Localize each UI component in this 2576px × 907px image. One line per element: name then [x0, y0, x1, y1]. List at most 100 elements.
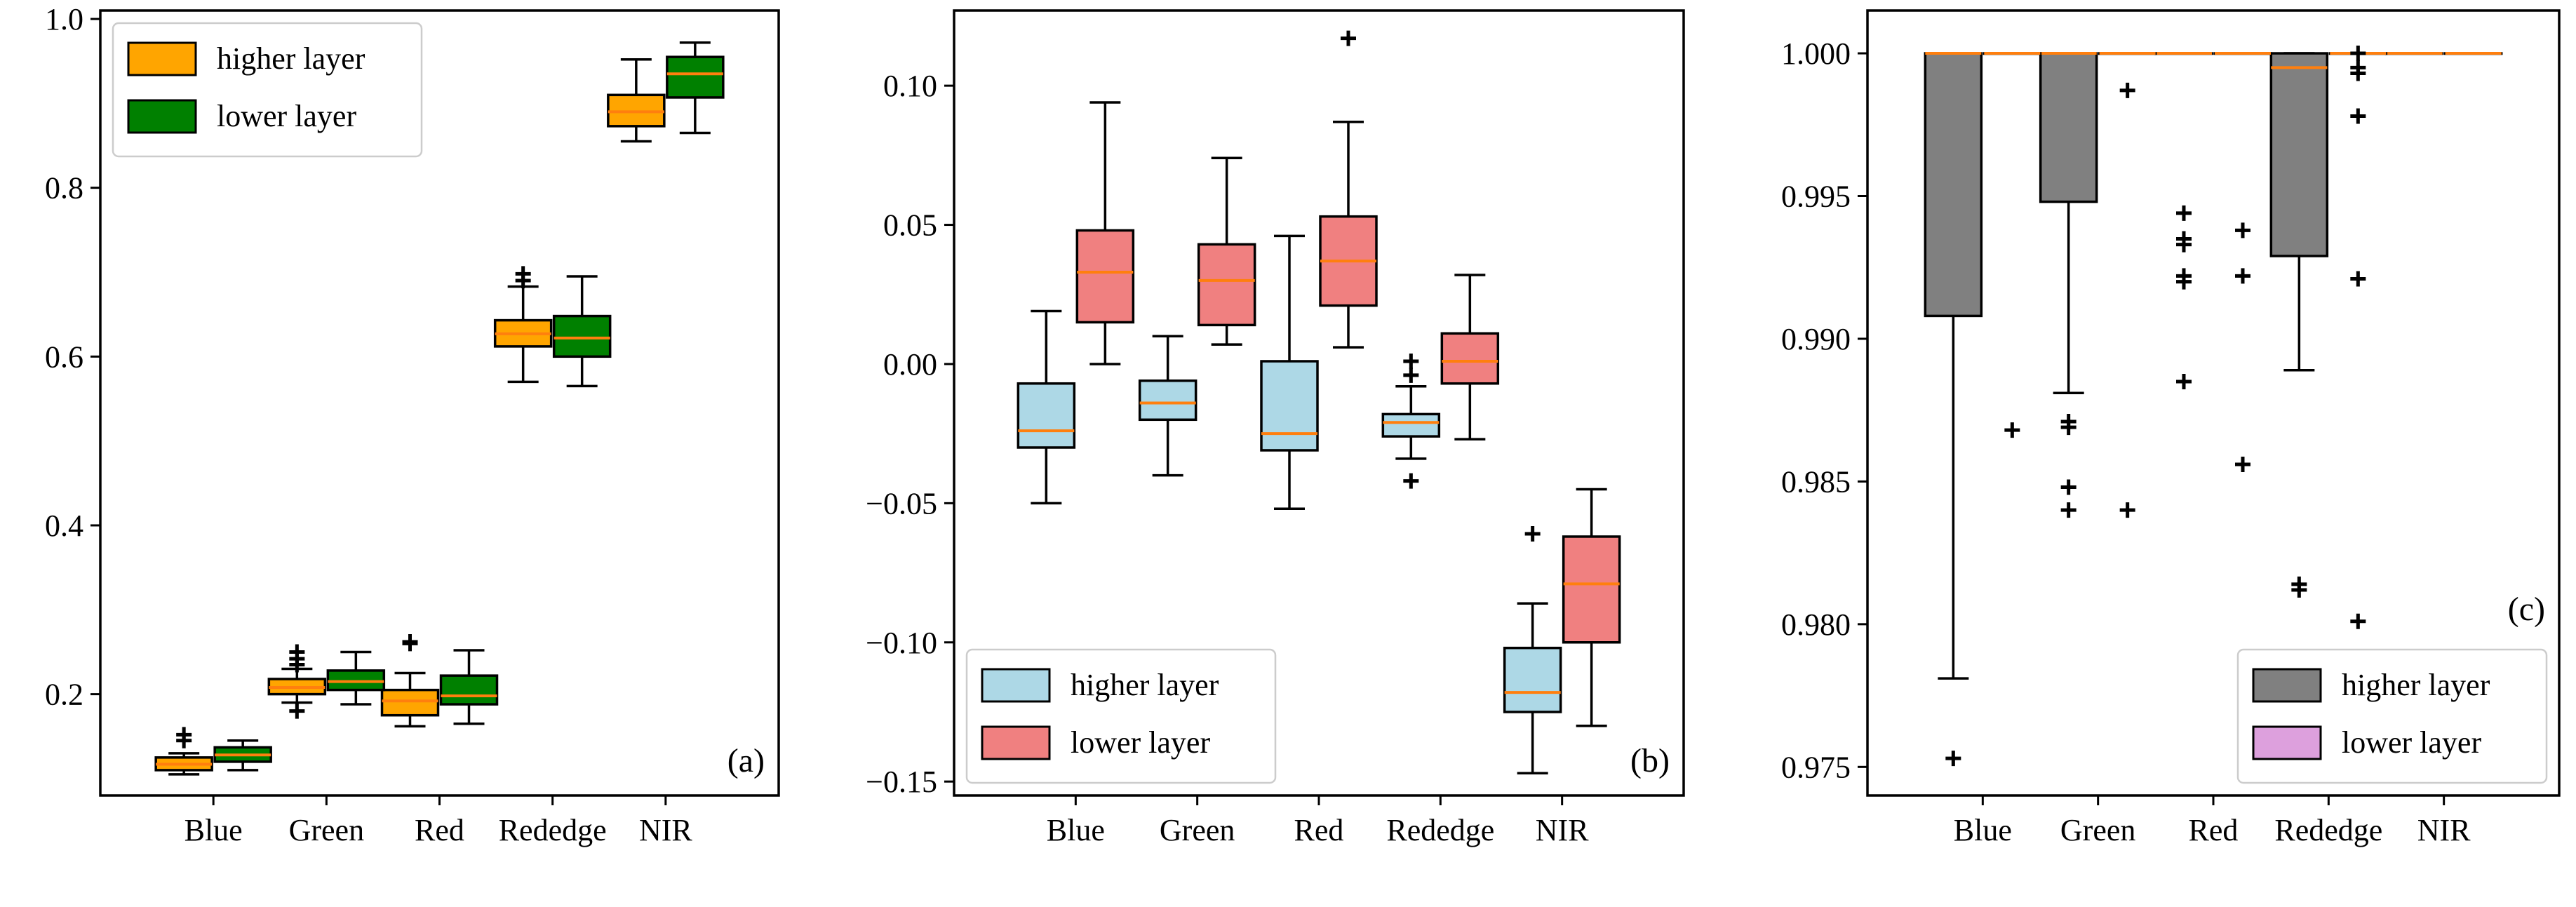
panel-label: (c)	[2508, 591, 2545, 628]
flier	[1403, 473, 1419, 489]
flier	[289, 703, 305, 719]
box-blue-lower	[1075, 101, 1135, 365]
box-rededge-lower	[552, 275, 612, 388]
box-rededge-lower	[2328, 46, 2388, 629]
y-tick-label: 0.6	[45, 340, 83, 374]
flier	[1403, 367, 1419, 383]
box-body	[1197, 243, 1256, 327]
box-body	[1260, 360, 1319, 452]
box-body	[552, 314, 612, 358]
axes-frame	[1866, 9, 2561, 797]
x-tick-label: Green	[289, 813, 365, 847]
flier	[402, 634, 418, 650]
flier	[2060, 479, 2077, 495]
legend-label: higher layer	[217, 41, 365, 76]
box-nir-higher	[2384, 52, 2444, 55]
legend-swatch	[981, 668, 1051, 703]
flier	[176, 727, 192, 743]
x-tick-label: NIR	[1536, 813, 1589, 847]
panel-b: −0.15 −0.10 −0.05 0.00 0.05 0.10 Blue Green Red R…	[866, 9, 1685, 847]
flier	[289, 644, 305, 660]
legend-swatch	[2252, 725, 2322, 760]
x-tick-label: Rededge	[1386, 813, 1494, 847]
y-tick-label: 0.05	[883, 208, 937, 243]
x-tick-label: Red	[415, 813, 464, 847]
box-green-higher	[2039, 52, 2098, 518]
y-tick-label: 0.4	[45, 509, 83, 543]
box-body	[2269, 52, 2329, 257]
box-nir-lower	[1562, 488, 1621, 727]
x-tick-label: Green	[1160, 813, 1235, 847]
flier	[2176, 236, 2192, 253]
box-green-higher	[1138, 335, 1198, 477]
box-body	[1075, 229, 1135, 324]
x-tick-label: Green	[2060, 813, 2136, 847]
flier	[2119, 82, 2135, 98]
box-nir-lower	[2443, 52, 2503, 55]
box-body	[1138, 379, 1198, 422]
box-green-lower	[1197, 156, 1256, 346]
flier	[1524, 526, 1541, 542]
flier	[2176, 205, 2192, 221]
box-blue-lower	[1983, 52, 2042, 438]
box-body	[1924, 52, 1983, 318]
y-tick-label: −0.05	[866, 486, 937, 520]
box-body	[1017, 382, 1076, 449]
flier	[2176, 373, 2192, 389]
legend-label: lower layer	[217, 99, 356, 133]
box-body	[1440, 332, 1500, 385]
box-green-lower	[326, 650, 386, 706]
legend-swatch	[127, 41, 197, 76]
flier	[2350, 271, 2366, 287]
box-rededge-higher	[2269, 52, 2329, 598]
legend-label: lower layer	[2342, 725, 2481, 760]
box-nir-higher	[607, 58, 666, 143]
flier	[2176, 274, 2192, 290]
y-tick-label: 0.10	[883, 69, 937, 103]
box-blue-higher	[1017, 309, 1076, 505]
x-tick-label: Red	[2189, 813, 2239, 847]
box-body	[380, 688, 440, 717]
panel-label: (b)	[1630, 742, 1670, 779]
panel-label: (a)	[727, 742, 765, 779]
y-tick-label: 0.995	[1781, 179, 1851, 213]
box-body	[2039, 52, 2098, 203]
box-green-higher	[267, 644, 327, 719]
x-tick-label: NIR	[639, 813, 692, 847]
box-rededge-higher	[1381, 353, 1441, 489]
y-tick-label: −0.10	[866, 626, 937, 660]
legend-swatch	[127, 99, 197, 134]
box-body	[666, 55, 725, 99]
flier	[2235, 268, 2250, 284]
x-tick-label: Rededge	[2274, 813, 2382, 847]
box-red-higher	[380, 634, 440, 728]
flier	[2350, 65, 2366, 81]
legend-label: lower layer	[1071, 725, 1210, 760]
y-tick-label: 1.0	[45, 2, 83, 36]
legend: higher layer lower layer	[112, 22, 423, 158]
legend: higher layer lower layer	[2236, 648, 2548, 784]
y-tick-label: 1.000	[1781, 36, 1851, 71]
box-red-higher	[2154, 52, 2213, 389]
box-blue-higher	[1924, 52, 1983, 767]
legend: higher layer lower layer	[965, 648, 1277, 784]
flier	[2235, 222, 2250, 238]
panel-c: 0.975 0.980 0.985 0.990 0.995 1.000 Blue Green R…	[1781, 9, 2561, 847]
y-tick-label: 0.00	[883, 347, 937, 382]
y-tick-label: −0.15	[866, 765, 937, 799]
x-tick-label: NIR	[2417, 813, 2471, 847]
legend-swatch	[2252, 668, 2322, 703]
flier	[1341, 30, 1356, 46]
box-body	[1562, 535, 1621, 644]
flier	[2119, 502, 2135, 518]
flier	[2235, 456, 2250, 472]
panel-a: 0.2 0.4 0.6 0.8 1.0 Blue Green Red Rededge NIR hig…	[45, 2, 780, 847]
x-tick-label: Blue	[1047, 813, 1105, 847]
box-red-lower	[1319, 30, 1378, 349]
legend-label: higher layer	[1071, 668, 1219, 702]
box-body	[1503, 646, 1562, 713]
flier	[515, 266, 531, 282]
y-tick-label: 0.980	[1781, 607, 1851, 642]
flier	[2350, 108, 2366, 124]
